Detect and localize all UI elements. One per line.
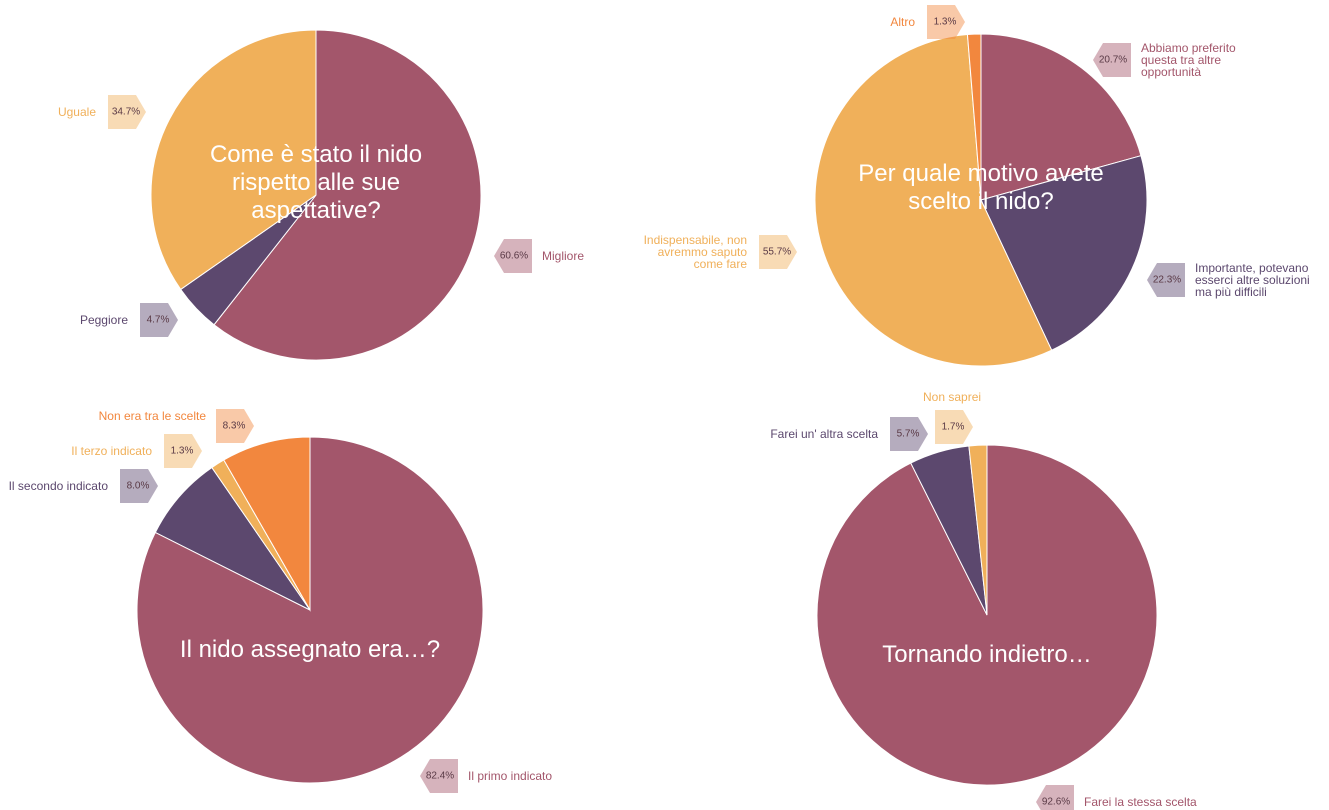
value-label: 5.7%	[897, 429, 920, 440]
value-label: 1.3%	[171, 446, 194, 457]
value-tag	[890, 417, 928, 451]
value-tag	[108, 95, 146, 129]
category-label: Non era tra le scelte	[98, 409, 206, 423]
value-tag	[140, 303, 178, 337]
category-label: Farei la stessa scelta	[1084, 795, 1197, 809]
category-label: Peggiore	[79, 313, 128, 327]
pie-slice	[980, 155, 1148, 351]
value-label: 55.7%	[763, 247, 791, 258]
value-tag	[759, 235, 797, 269]
category-label: Abbiamo preferito questa tra altre oppor…	[1141, 41, 1236, 79]
pie-slice	[814, 34, 1053, 367]
pie-slice	[980, 33, 1142, 201]
pie-slice	[968, 444, 988, 616]
value-label: 8.0%	[127, 481, 150, 492]
value-label: 1.7%	[942, 422, 965, 433]
category-label: Il secondo indicato	[8, 479, 108, 493]
value-tag	[120, 469, 158, 503]
value-label: 8.3%	[223, 421, 246, 432]
value-tag	[1093, 43, 1131, 77]
chart-title: Come è stato il nido rispetto alle sue a…	[209, 141, 423, 224]
value-tag	[494, 239, 532, 273]
value-label: 82.4%	[426, 771, 454, 782]
category-label: Farei un' altra scelta	[770, 427, 878, 441]
chart-title: Per quale motivo avete scelto il nido?	[858, 160, 1104, 215]
pie-slice	[150, 29, 317, 291]
pie-slice	[223, 436, 311, 612]
category-label: Il primo indicato	[468, 769, 553, 783]
category-label: Importante, potevano esserci altre soluz…	[1195, 261, 1310, 299]
value-tag	[216, 409, 254, 443]
value-tag	[927, 5, 965, 39]
value-tag	[164, 434, 202, 468]
chart-title: Il nido assegnato era…?	[179, 636, 441, 663]
value-label: 60.6%	[500, 251, 528, 262]
category-label: Indispensabile, non avremmo saputo come …	[643, 233, 747, 271]
value-label: 4.7%	[147, 315, 170, 326]
value-label: 1.3%	[934, 17, 957, 28]
value-tag	[420, 759, 458, 793]
value-label: 92.6%	[1042, 797, 1070, 808]
value-tag	[1147, 263, 1185, 297]
value-tag	[1036, 785, 1074, 810]
pie-slice	[213, 29, 482, 361]
value-label: 34.7%	[112, 107, 140, 118]
chart-title: Tornando indietro…	[882, 641, 1092, 668]
value-label: 22.3%	[1153, 275, 1181, 286]
pie-slice	[966, 33, 982, 201]
category-label: Migliore	[542, 249, 585, 263]
category-label: Altro	[890, 15, 915, 29]
value-tag	[935, 410, 973, 444]
category-label: Non saprei	[923, 390, 982, 404]
value-label: 20.7%	[1099, 55, 1127, 66]
category-label: Il terzo indicato	[71, 444, 152, 458]
category-label: Uguale	[57, 105, 96, 119]
